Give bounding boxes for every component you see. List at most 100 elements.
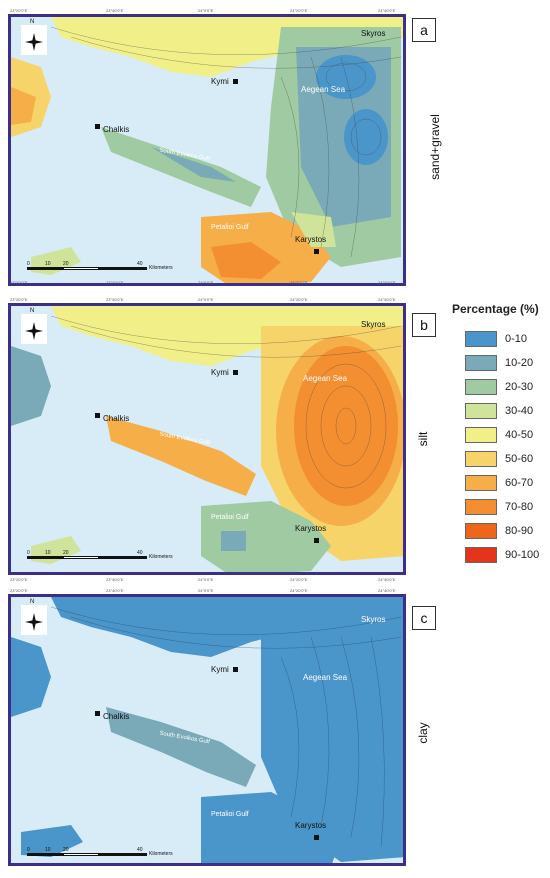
north-label: N: [30, 19, 35, 25]
panel-subtitle-c: clay: [416, 722, 430, 744]
lon-labels-bottom-b: 23°20'0"E 23°40'0"E 24°0'0"E 24°20'0"E 2…: [8, 577, 406, 585]
place-petalioi-gulf: Petalioi Gulf: [211, 224, 249, 231]
lon-label: 24°0'0"E: [198, 8, 214, 13]
lon-labels-top-b: 23°20'0"E 23°40'0"E 24°0'0"E 24°20'0"E 2…: [8, 297, 406, 305]
legend-swatch: [465, 331, 497, 347]
compass-icon: [21, 314, 47, 344]
place-kymi: Kymi: [211, 368, 229, 377]
legend-swatch: [465, 523, 497, 539]
lon-label: 24°0'0"E: [198, 577, 214, 582]
legend-label: 10-20: [505, 357, 534, 369]
compass-icon: [21, 25, 47, 55]
lon-label: 23°40'0"E: [106, 577, 124, 582]
town-marker: [95, 711, 100, 716]
legend-label: 90-100: [505, 549, 540, 561]
legend-label: 30-40: [505, 405, 534, 417]
legend-item: 20-30: [465, 375, 539, 399]
lon-label: 24°0'0"E: [198, 297, 214, 302]
place-skyros: Skyros: [361, 615, 386, 624]
place-aegean-sea: Aegean Sea: [303, 673, 348, 682]
town-marker: [314, 835, 319, 840]
panel-subtitle-b: silt: [416, 431, 430, 447]
legend-label: 60-70: [505, 477, 534, 489]
map-b-drawing: [11, 306, 403, 572]
legend-swatch: [465, 403, 497, 419]
place-kymi: Kymi: [211, 665, 229, 674]
lon-label: 23°40'0"E: [106, 588, 124, 593]
panel-letter-b: b: [412, 313, 436, 337]
lon-label: 23°20'0"E: [10, 297, 28, 302]
legend-swatch: [465, 475, 497, 491]
town-marker: [233, 667, 238, 672]
lon-labels-top-c: 23°20'0"E 23°40'0"E 24°0'0"E 24°20'0"E 2…: [8, 588, 406, 596]
place-aegean-sea: Aegean Sea: [303, 374, 348, 383]
town-marker: [95, 413, 100, 418]
legend-item: 90-100: [465, 543, 539, 567]
place-skyros: Skyros: [361, 29, 386, 38]
lon-label: 23°20'0"E: [10, 588, 28, 593]
legend-label: 50-60: [505, 453, 534, 465]
legend-swatch: [465, 499, 497, 515]
lon-label: 24°20'0"E: [290, 280, 308, 285]
town-marker: [314, 249, 319, 254]
north-label: N: [30, 308, 35, 314]
place-kymi: Kymi: [211, 77, 229, 86]
lon-label: 24°20'0"E: [290, 8, 308, 13]
scale-bar: 0 10 20 40 Kilometers: [27, 550, 173, 560]
legend-item: 50-60: [465, 447, 539, 471]
lon-label: 24°40'0"E: [378, 8, 396, 13]
place-aegean-sea: Aegean Sea: [301, 85, 346, 94]
lon-label: 24°20'0"E: [290, 577, 308, 582]
lon-label: 23°20'0"E: [10, 280, 28, 285]
legend-label: 40-50: [505, 429, 534, 441]
legend-label: 80-90: [505, 525, 534, 537]
lon-labels-top-a: 23°20'0"E 23°40'0"E 24°0'0"E 24°20'0"E 2…: [8, 8, 406, 16]
legend: 0-10 10-20 20-30 30-40 40-50 50-60 60-70 70-80 8…: [465, 327, 539, 567]
lon-label: 23°40'0"E: [106, 8, 124, 13]
legend-swatch: [465, 451, 497, 467]
lon-label: 23°40'0"E: [106, 280, 124, 285]
lon-label: 23°20'0"E: [10, 577, 28, 582]
legend-swatch: [465, 379, 497, 395]
town-marker: [95, 124, 100, 129]
north-label: N: [30, 599, 35, 605]
map-panel-a: N Skyros Kymi Aegean Sea Chalkis South E…: [8, 14, 406, 286]
place-chalkis: Chalkis: [103, 125, 130, 134]
legend-item: 80-90: [465, 519, 539, 543]
legend-swatch: [465, 355, 497, 371]
lon-label: 24°20'0"E: [290, 297, 308, 302]
place-karystos: Karystos: [295, 235, 327, 244]
place-petalioi-gulf: Petalioi Gulf: [211, 811, 249, 818]
town-marker: [314, 538, 319, 543]
place-karystos: Karystos: [295, 821, 327, 830]
legend-item: 0-10: [465, 327, 539, 351]
map-a-drawing: [11, 17, 403, 283]
lon-label: 24°40'0"E: [378, 280, 396, 285]
lon-label: 24°20'0"E: [290, 588, 308, 593]
legend-title: Percentage (%): [452, 302, 539, 316]
lon-label: 24°40'0"E: [378, 297, 396, 302]
legend-item: 40-50: [465, 423, 539, 447]
lon-label: 23°20'0"E: [10, 8, 28, 13]
town-marker: [233, 370, 238, 375]
map-c-drawing: [11, 597, 403, 863]
place-chalkis: Chalkis: [103, 712, 130, 721]
panel-letter-a: a: [412, 18, 436, 42]
town-marker: [233, 79, 238, 84]
map-panel-b: N Skyros Kymi Aegean Sea Chalkis South E…: [8, 303, 406, 575]
place-petalioi-gulf: Petalioi Gulf: [211, 514, 249, 521]
lon-labels-bottom-a: 23°20'0"E 23°40'0"E 24°0'0"E 24°20'0"E 2…: [8, 280, 406, 288]
legend-item: 30-40: [465, 399, 539, 423]
legend-item: 70-80: [465, 495, 539, 519]
legend-label: 20-30: [505, 381, 534, 393]
lon-label: 23°40'0"E: [106, 297, 124, 302]
compass-icon: [21, 605, 47, 635]
legend-label: 0-10: [505, 333, 528, 345]
legend-item: 60-70: [465, 471, 539, 495]
lon-label: 24°40'0"E: [378, 588, 396, 593]
lon-label: 24°40'0"E: [378, 577, 396, 582]
legend-swatch: [465, 547, 497, 563]
panel-subtitle-a: sand+gravel: [428, 114, 442, 180]
scale-bar: 0 10 20 40 Kilometers: [27, 261, 173, 271]
panel-letter-c: c: [412, 606, 436, 630]
